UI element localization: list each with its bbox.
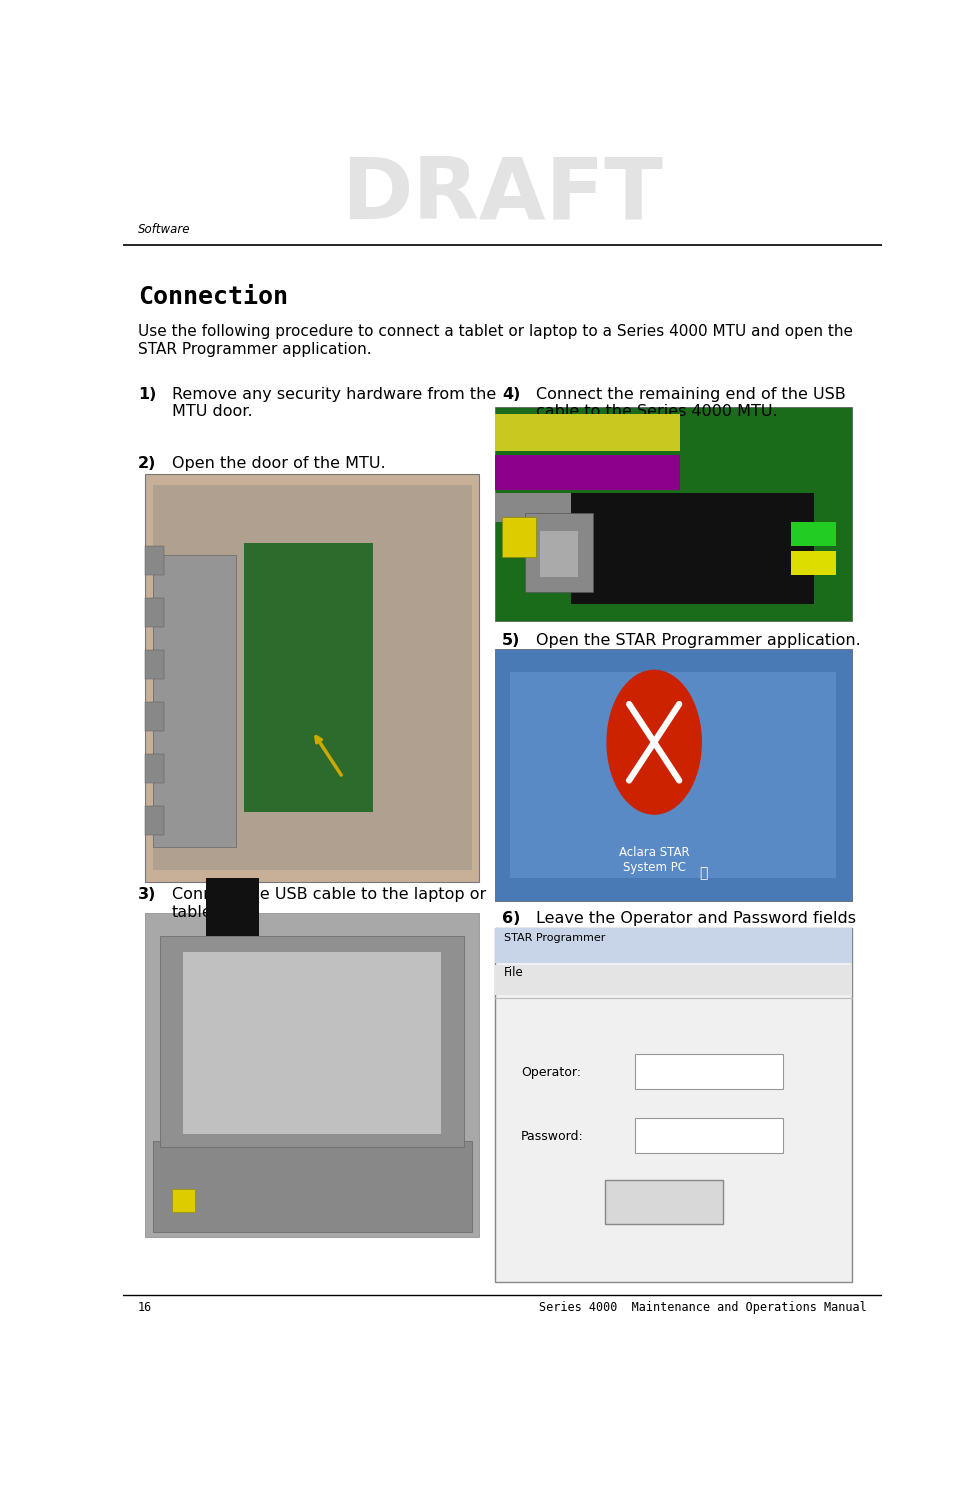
Bar — [145, 807, 165, 835]
Bar — [791, 522, 836, 546]
Text: Series 4000  Maintenance and Operations Manual: Series 4000 Maintenance and Operations M… — [539, 1302, 866, 1314]
Text: 3): 3) — [137, 888, 156, 903]
Bar — [495, 455, 680, 491]
Text: 6): 6) — [502, 911, 520, 926]
Text: Connection: Connection — [137, 284, 288, 309]
Text: Remove any security hardware from the
MTU door.: Remove any security hardware from the MT… — [172, 387, 496, 420]
Text: STAR Programmer: STAR Programmer — [504, 933, 605, 942]
Bar — [635, 1118, 783, 1153]
Text: Connect the USB cable to the laptop or
tablet.: Connect the USB cable to the laptop or t… — [172, 888, 486, 920]
Text: File: File — [504, 966, 523, 980]
Bar — [145, 650, 165, 679]
Text: Software: Software — [137, 223, 190, 236]
Bar — [145, 914, 479, 1237]
Bar — [244, 543, 373, 813]
Bar — [510, 671, 836, 879]
Text: 2): 2) — [137, 456, 156, 471]
Bar — [495, 965, 852, 995]
Text: 5): 5) — [502, 632, 520, 647]
Bar — [153, 1141, 471, 1231]
Text: Use the following procedure to connect a tablet or laptop to a Series 4000 MTU a: Use the following procedure to connect a… — [137, 324, 853, 357]
Bar — [145, 474, 479, 882]
Text: Password:: Password: — [521, 1130, 584, 1144]
Text: 1): 1) — [137, 387, 156, 402]
Text: Aclara STAR
System PC: Aclara STAR System PC — [618, 846, 690, 874]
Bar — [145, 597, 165, 626]
Bar — [206, 879, 259, 936]
Bar — [495, 929, 852, 963]
Bar — [525, 513, 594, 591]
Text: 4): 4) — [502, 387, 520, 402]
Text: Connect the remaining end of the USB
cable to the Series 4000 MTU.: Connect the remaining end of the USB cab… — [536, 387, 846, 420]
Bar — [145, 546, 165, 575]
Bar — [145, 754, 165, 783]
Bar — [540, 531, 578, 576]
Text: Open the door of the MTU.: Open the door of the MTU. — [172, 456, 385, 471]
Text: Submit: Submit — [637, 1195, 690, 1209]
Bar — [605, 1180, 722, 1224]
Bar — [495, 649, 852, 901]
Text: ⤴: ⤴ — [700, 865, 708, 880]
Text: Operator:: Operator: — [521, 1067, 581, 1079]
Bar — [495, 406, 852, 622]
Bar — [153, 486, 471, 870]
Bar — [570, 494, 813, 604]
Bar — [161, 936, 465, 1147]
Bar — [635, 1055, 783, 1090]
Bar — [495, 929, 852, 1281]
Bar — [183, 953, 441, 1133]
Bar — [495, 414, 680, 450]
Bar — [502, 516, 536, 557]
Bar — [791, 551, 836, 575]
Text: Open the STAR Programmer application.: Open the STAR Programmer application. — [536, 632, 861, 647]
Text: 16: 16 — [137, 1302, 152, 1314]
Bar — [145, 701, 165, 731]
Circle shape — [607, 670, 702, 814]
Text: Leave the Operator and Password fields
blank and click Submit.: Leave the Operator and Password fields b… — [536, 911, 857, 944]
Bar — [495, 494, 680, 522]
Bar — [172, 1189, 195, 1212]
Text: DRAFT: DRAFT — [341, 154, 663, 236]
Bar — [153, 555, 236, 847]
